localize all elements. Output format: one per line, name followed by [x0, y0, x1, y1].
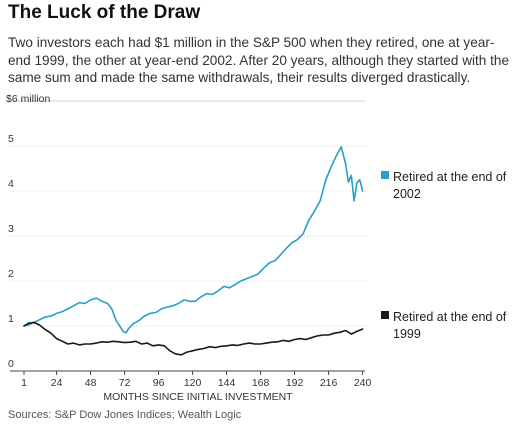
legend-label: Retired at the end of — [393, 310, 507, 324]
x-tick-label: 192 — [286, 377, 304, 389]
legend-label: 2002 — [393, 187, 421, 201]
y-tick-label: 4 — [8, 178, 14, 190]
chart-subtitle: Two investors each had $1 million in the… — [8, 35, 510, 85]
x-tick-label: 96 — [153, 377, 165, 389]
x-tick-label: 1 — [21, 377, 27, 389]
x-tick-label: 216 — [320, 377, 338, 389]
x-axis-label: MONTHS SINCE INITIAL INVESTMENT — [103, 391, 293, 403]
legend-label: Retired at the end of — [393, 170, 507, 184]
x-tick-label: 72 — [119, 377, 131, 389]
series-line-retired-2002 — [23, 146, 364, 334]
legend: Retired at the end of 2002 Retired at the … — [381, 170, 507, 341]
y-tick-label: 5 — [8, 133, 14, 145]
y-tick-labels: 0 1 2 3 4 5 — [8, 133, 14, 370]
legend-swatch — [381, 171, 389, 179]
y-tick-label: 0 — [8, 358, 14, 370]
source-note: Sources: S&P Dow Jones Indices; Wealth L… — [8, 409, 242, 421]
legend-swatch — [381, 311, 389, 319]
y-axis-label: $6 million — [6, 93, 51, 105]
x-tick-label: 24 — [51, 377, 63, 389]
x-tick-labels: 1 24 48 72 96 120 144 168 192 216 240 — [21, 371, 371, 389]
y-tick-label: 3 — [8, 223, 14, 235]
y-tick-label: 1 — [8, 313, 14, 325]
x-tick-label: 168 — [252, 377, 270, 389]
x-tick-label: 144 — [218, 377, 236, 389]
series-layer — [23, 146, 364, 356]
y-tick-label: 2 — [8, 268, 14, 280]
chart-title: The Luck of the Draw — [8, 2, 201, 23]
grid-layer — [10, 100, 365, 372]
legend-label: 1999 — [393, 327, 421, 341]
series-line-retired-1999 — [23, 321, 364, 356]
x-tick-label: 120 — [184, 377, 202, 389]
x-tick-label: 48 — [85, 377, 97, 389]
x-tick-label: 240 — [354, 377, 372, 389]
